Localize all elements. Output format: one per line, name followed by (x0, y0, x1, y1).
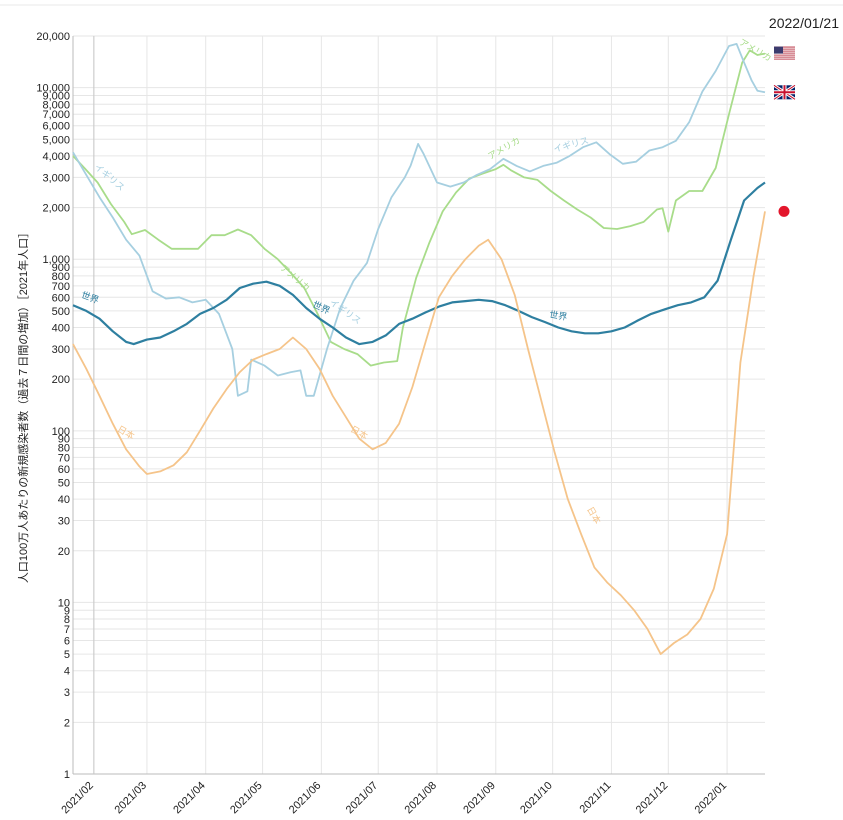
y-tick-label: 3 (64, 687, 70, 699)
grid (73, 35, 765, 775)
y-tick-label: 10,000 (36, 83, 70, 95)
y-tick-label: 50 (58, 477, 70, 489)
series-line-日本 (72, 211, 766, 655)
x-tick-label: 2021/06 (287, 780, 324, 817)
y-tick-label: 6,000 (42, 121, 70, 133)
x-tick-label: 2021/10 (518, 780, 555, 817)
series-line-アメリカ (72, 49, 766, 367)
y-tick-label: 8,000 (42, 99, 70, 111)
x-tick-label: 2021/09 (461, 780, 498, 817)
series-label: 日本 (585, 505, 604, 526)
y-tick-label: 5 (64, 649, 70, 661)
y-tick-label: 80 (58, 442, 70, 454)
series-label: 世界 (549, 308, 569, 322)
flag-stripe (774, 54, 795, 56)
y-tick-label: 400 (52, 323, 70, 335)
x-tick-label: 2021/05 (228, 780, 265, 817)
date-label: 2022/01/21 (769, 15, 839, 31)
y-tick-label: 3,000 (42, 172, 70, 184)
x-tick-label: 2021/03 (112, 780, 149, 817)
flag-stripe (774, 58, 795, 60)
y-tick-label: 800 (52, 271, 70, 283)
x-tick-label: 2021/02 (59, 780, 96, 817)
flag-canton (774, 46, 783, 54)
y-tick-label: 2,000 (42, 203, 70, 215)
y-axis-label: 人口100万人あたりの新規感染者数（過去７日間の増加）［2021年人口］ (16, 227, 30, 583)
x-tick-label: 2022/01 (693, 780, 730, 817)
japan-current-marker (778, 205, 790, 217)
y-tick-label: 6 (64, 635, 70, 647)
y-tick-label: 20 (58, 546, 70, 558)
series-line-イギリス (72, 43, 766, 397)
x-tick-label: 2021/04 (171, 780, 208, 817)
y-tick-label: 20,000 (36, 31, 70, 43)
y-tick-label: 8 (64, 614, 70, 626)
y-tick-label: 90 (58, 434, 70, 446)
x-tick-label: 2021/08 (403, 780, 440, 817)
flag-stripe (774, 48, 795, 50)
y-tick-label: 500 (52, 306, 70, 318)
y-tick-label: 9,000 (42, 91, 70, 103)
series-label: イギリス (328, 297, 363, 326)
y-tick-label: 9 (64, 605, 70, 617)
y-tick-label: 30 (58, 516, 70, 528)
y-tick-label: 1 (64, 769, 70, 781)
y-tick-label: 200 (52, 374, 70, 386)
y-tick-label: 70 (58, 452, 70, 464)
flag-stripe (774, 52, 795, 54)
y-tick-label: 40 (58, 494, 70, 506)
us-flag (774, 46, 795, 61)
flag-cross-red (774, 85, 795, 100)
flag-stripe (774, 57, 795, 59)
flag-stripe (774, 56, 795, 58)
x-tick-label: 2021/12 (634, 780, 671, 817)
flag-stripe (774, 49, 795, 51)
flag-stripe (774, 47, 795, 49)
y-tick-label: 100 (52, 426, 70, 438)
y-tick-label: 900 (52, 262, 70, 274)
y-tick-label: 5,000 (42, 134, 70, 146)
y-tick-label: 300 (52, 344, 70, 356)
x-tick-label: 2021/07 (344, 780, 381, 817)
y-tick-label: 4,000 (42, 151, 70, 163)
flag-stripe (774, 55, 795, 57)
flag-stripe (774, 59, 795, 61)
x-tick-label: 2021/11 (578, 780, 614, 816)
y-tick-label: 4 (64, 666, 70, 678)
flag-stripe (774, 53, 795, 55)
flags (773, 46, 796, 101)
y-tick-label: 7,000 (42, 109, 70, 121)
y-tick-label: 600 (52, 292, 70, 304)
y-tick-label: 1,000 (42, 254, 70, 266)
y-tick-label: 700 (52, 281, 70, 293)
series-lines (72, 43, 766, 655)
y-tick-label: 7 (64, 624, 70, 636)
flag-stripe (774, 46, 795, 48)
series-label: イギリス (552, 135, 589, 154)
uk-flag (773, 84, 796, 101)
series-line-世界 (72, 181, 766, 346)
y-tick-label: 60 (58, 464, 70, 476)
y-tick-label: 2 (64, 717, 70, 729)
series-label: 世界 (80, 289, 101, 305)
flag-stripe (774, 51, 795, 53)
flag-stripe (774, 50, 795, 52)
y-tick-label: 10 (58, 597, 70, 609)
